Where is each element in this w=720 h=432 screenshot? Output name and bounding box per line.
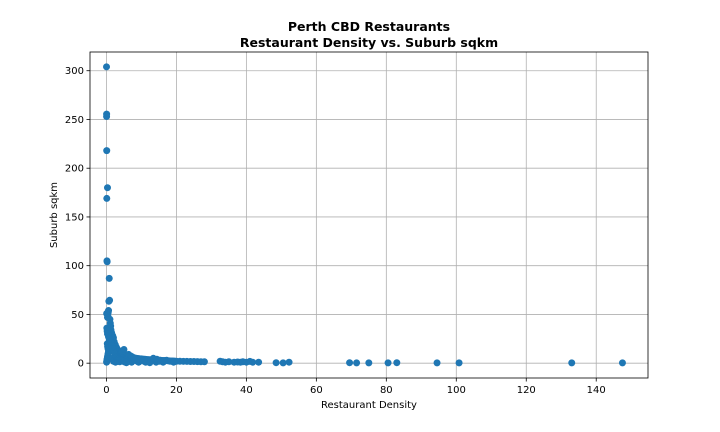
x-tick-label: 0 (103, 385, 109, 396)
data-point (170, 358, 178, 366)
data-point (103, 258, 111, 266)
y-axis-label: Suburb sqkm (49, 182, 60, 248)
data-point (105, 297, 113, 305)
x-tick-label: 40 (240, 385, 253, 396)
y-tick-label: 150 (65, 212, 84, 223)
data-point (160, 357, 168, 365)
data-point (455, 359, 463, 367)
data-point (384, 359, 392, 367)
data-point (393, 359, 401, 367)
chart-title-line-2: Restaurant Density vs. Suburb sqkm (239, 35, 499, 50)
x-axis-label: Restaurant Density (321, 400, 417, 411)
data-point (120, 346, 128, 354)
data-point (103, 194, 111, 202)
x-tick-label: 80 (380, 385, 393, 396)
y-tick-label: 200 (65, 164, 84, 175)
data-point (122, 359, 130, 367)
x-tick-label: 60 (310, 385, 323, 396)
data-points (103, 63, 626, 367)
data-point (103, 184, 111, 192)
data-point (568, 359, 576, 367)
x-tick-label: 140 (587, 385, 606, 396)
y-tick-label: 50 (71, 310, 84, 321)
data-point (353, 359, 361, 367)
y-tick-label: 300 (65, 66, 84, 77)
data-point (255, 358, 263, 366)
data-point (365, 359, 373, 367)
grid-lines (90, 52, 648, 378)
data-point (200, 358, 208, 366)
y-tick-label: 100 (65, 261, 84, 272)
data-point (618, 359, 626, 367)
x-tick-label: 20 (170, 385, 183, 396)
x-tick-label: 100 (447, 385, 466, 396)
plot-frame (89, 51, 649, 379)
y-tick-label: 250 (65, 115, 84, 126)
data-point (249, 358, 257, 366)
data-point (285, 358, 293, 366)
data-point (103, 63, 111, 71)
y-axis-ticks: 0 50 100 150 200 250 300 (65, 66, 90, 370)
data-point (272, 359, 280, 367)
x-axis-ticks: 0 20 40 60 80 100 120 140 (103, 378, 606, 396)
data-point (433, 359, 441, 367)
data-point (103, 113, 111, 121)
data-point (346, 359, 354, 367)
data-point (105, 335, 113, 343)
data-point (105, 274, 113, 282)
y-tick-label: 0 (78, 359, 84, 370)
x-tick-label: 120 (517, 385, 536, 396)
data-point (225, 358, 233, 366)
data-point (103, 147, 111, 155)
chart-title-line-1: Perth CBD Restaurants (287, 19, 451, 34)
data-point (279, 359, 287, 367)
